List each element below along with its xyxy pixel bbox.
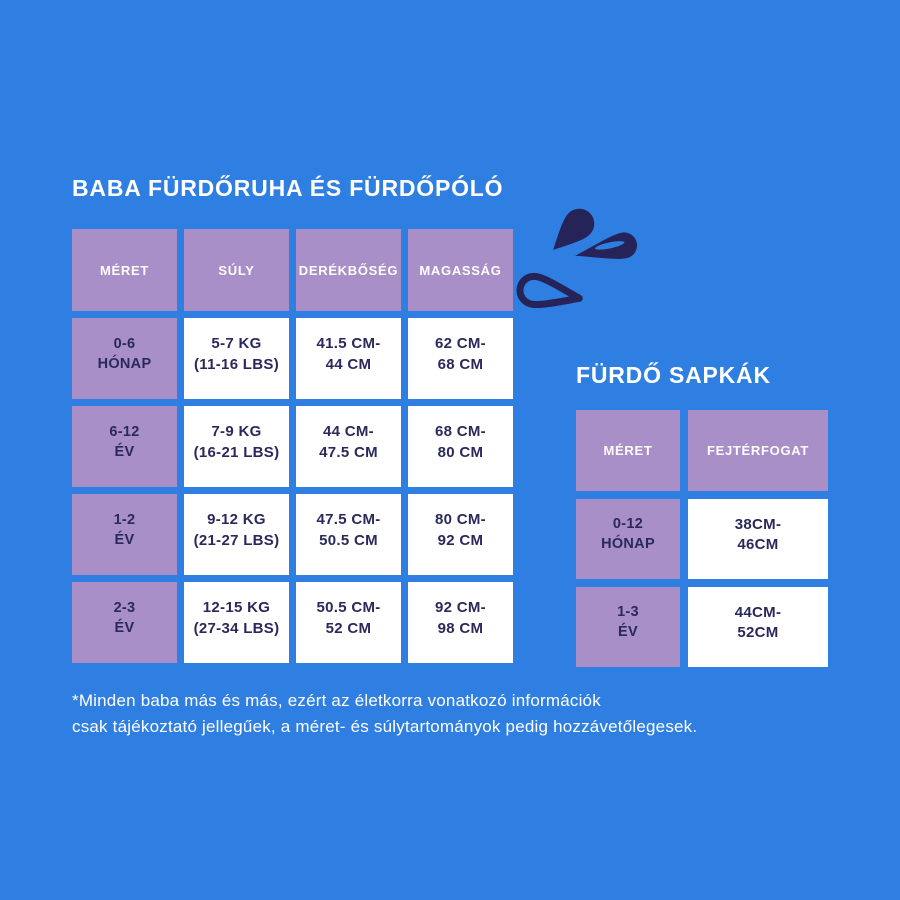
water-splash-icon <box>516 208 638 309</box>
swim-row-weight-cell: 9-12 KG (21-27 LBS) <box>184 494 289 575</box>
caps-row-circumference-cell: 44CM- 52CM <box>688 587 828 667</box>
swimwear-table-title: BABA FÜRDŐRUHA ÉS FÜRDŐPÓLÓ <box>72 175 504 201</box>
swim-row-waist-cell: 41.5 CM- 44 CM <box>296 318 401 399</box>
swim-row-waist-cell: 47.5 CM- 50.5 CM <box>296 494 401 575</box>
caps-table-title: FÜRDŐ SAPKÁK <box>576 362 771 388</box>
swimwear-header-waist: DERÉKBŐSÉG <box>296 229 401 311</box>
caps-size-table: MÉRET FEJTÉRFOGAT 0-12 HÓNAP 38CM- 46CM … <box>576 410 828 667</box>
swim-row-height-cell: 68 CM- 80 CM <box>408 406 513 487</box>
swimwear-size-table: MÉRET SÚLY DERÉKBŐSÉG MAGASSÁG 0-6 HÓNAP… <box>72 229 513 663</box>
splash-drop-middle-slit <box>595 241 625 250</box>
caps-row-size-cell: 1-3 ÉV <box>576 587 680 667</box>
splash-drop-top <box>553 208 595 250</box>
swim-row-weight-cell: 5-7 KG (11-16 LBS) <box>184 318 289 399</box>
caps-header-head-circumference: FEJTÉRFOGAT <box>688 410 828 491</box>
swimwear-header-weight: SÚLY <box>184 229 289 311</box>
footnote-text: *Minden baba más és más, ezért az életko… <box>72 691 698 736</box>
swim-row-size-cell: 2-3 ÉV <box>72 582 177 663</box>
swim-row-size-cell: 1-2 ÉV <box>72 494 177 575</box>
swim-row-height-cell: 80 CM- 92 CM <box>408 494 513 575</box>
splash-drop-bottom <box>516 272 583 309</box>
swimwear-header-height: MAGASSÁG <box>408 229 513 311</box>
swim-row-waist-cell: 44 CM- 47.5 CM <box>296 406 401 487</box>
swim-row-weight-cell: 7-9 KG (16-21 LBS) <box>184 406 289 487</box>
swim-row-size-cell: 6-12 ÉV <box>72 406 177 487</box>
caps-row-circumference-cell: 38CM- 46CM <box>688 499 828 579</box>
swim-row-waist-cell: 50.5 CM- 52 CM <box>296 582 401 663</box>
swim-row-size-cell: 0-6 HÓNAP <box>72 318 177 399</box>
caps-row-size-cell: 0-12 HÓNAP <box>576 499 680 579</box>
swimwear-header-size: MÉRET <box>72 229 177 311</box>
swim-row-weight-cell: 12-15 KG (27-34 LBS) <box>184 582 289 663</box>
caps-header-size: MÉRET <box>576 410 680 491</box>
swim-row-height-cell: 62 CM- 68 CM <box>408 318 513 399</box>
swim-row-height-cell: 92 CM- 98 CM <box>408 582 513 663</box>
